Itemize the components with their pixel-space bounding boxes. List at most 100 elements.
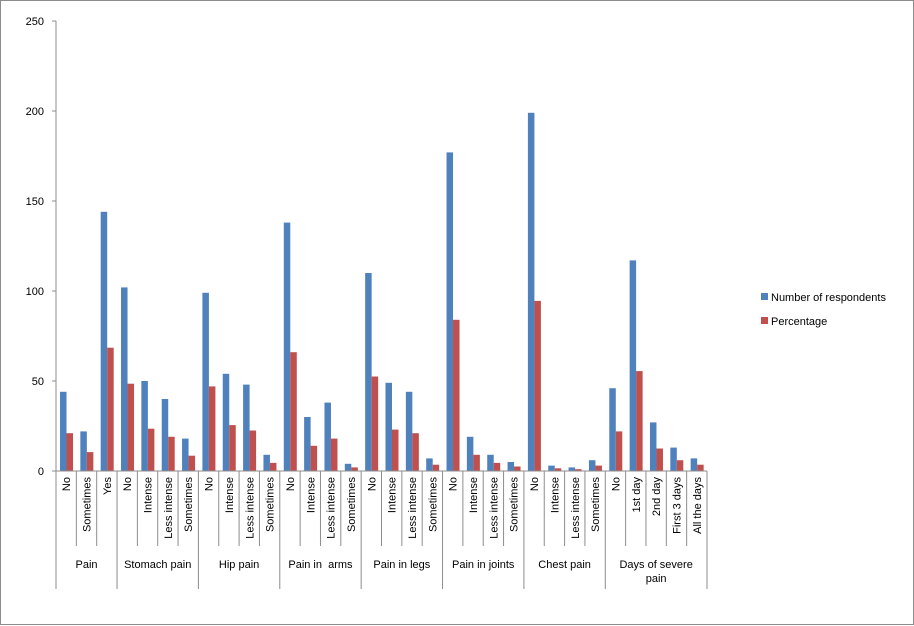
bar-percentage: [453, 319, 460, 471]
bar-respondents: [568, 467, 576, 471]
x-tick-label: No: [122, 477, 134, 491]
bars: [60, 112, 704, 472]
y-tick-label: 200: [26, 106, 44, 118]
bar-respondents: [446, 152, 454, 471]
x-tick-label: Sometimes: [183, 477, 195, 533]
x-tick-label: Intense: [387, 477, 399, 513]
x-tick-label: No: [285, 477, 297, 491]
bar-respondents: [161, 399, 169, 471]
x-tick-label: Sometimes: [346, 477, 358, 533]
bar-respondents: [344, 463, 352, 471]
x-tick-label: Less intense: [488, 477, 500, 539]
group-label: Pain in arms: [288, 559, 353, 571]
legend-label: Number of respondents: [771, 292, 886, 304]
bar-respondents: [60, 391, 67, 471]
x-tick-label: Sometimes: [509, 477, 521, 533]
bar-respondents: [222, 373, 230, 471]
x-tick-label: Less intense: [570, 477, 582, 539]
x-tick-label: No: [529, 477, 541, 491]
bar-respondents: [466, 436, 474, 471]
bar-percentage: [107, 347, 114, 471]
x-tick-label: No: [204, 477, 216, 491]
bar-respondents: [507, 462, 515, 471]
bar-percentage: [168, 436, 175, 471]
bar-respondents: [609, 388, 616, 471]
x-tick-label: No: [448, 477, 460, 491]
y-tick-label: 150: [26, 196, 44, 208]
bar-respondents: [182, 438, 189, 471]
bar-percentage: [371, 376, 379, 471]
bar-respondents: [385, 382, 392, 471]
y-axis: 0 50 100 150 200 250: [26, 16, 57, 478]
x-tick-label: Intense: [143, 477, 155, 513]
bar-percentage: [351, 467, 358, 471]
bar-percentage: [412, 433, 419, 471]
bar-respondents: [283, 222, 291, 471]
x-tick-label: Less intense: [407, 477, 419, 539]
bar-percentage: [86, 452, 94, 471]
x-tick-label: 1st day: [631, 477, 643, 513]
bar-respondents: [100, 211, 108, 472]
bar-respondents: [629, 260, 637, 471]
x-tick-label: Intense: [305, 477, 317, 513]
bar-percentage: [127, 383, 135, 471]
bar-percentage: [269, 462, 277, 471]
bar-respondents: [548, 465, 555, 471]
y-tick-label: 0: [38, 466, 44, 478]
x-tick-label: Yes: [102, 477, 114, 495]
bar-percentage: [473, 454, 480, 471]
x-tick-label: Less intense: [244, 477, 256, 539]
legend-label: Percentage: [771, 316, 827, 328]
bar-percentage: [575, 469, 582, 471]
y-tick-label: 100: [26, 286, 44, 298]
x-tick-label: Sometimes: [265, 477, 277, 533]
x-tick-label: Intense: [549, 477, 561, 513]
bar-percentage: [432, 464, 440, 471]
bar-percentage: [595, 465, 602, 471]
bar-respondents: [365, 273, 372, 471]
bar-respondents: [405, 391, 413, 471]
x-tick-label: Intense: [468, 477, 480, 513]
x-tick-label: 2nd day: [651, 477, 663, 517]
bar-respondents: [588, 460, 596, 471]
x-tick-label: Sometimes: [82, 477, 94, 533]
x-tick-label: First 3 days: [671, 477, 683, 534]
bar-percentage: [147, 428, 155, 471]
bar-percentage: [615, 431, 623, 471]
legend-swatch: [761, 317, 768, 324]
bar-respondents: [324, 402, 331, 471]
group-label: Hip pain: [219, 559, 259, 571]
group-label: Pain in legs: [373, 559, 430, 571]
bar-respondents: [243, 384, 250, 471]
bar-percentage: [392, 429, 399, 471]
x-tick-label: No: [366, 477, 378, 491]
x-tick-label: Less intense: [326, 477, 338, 539]
group-label: Stomach pain: [124, 559, 191, 571]
x-tick-label: Intense: [224, 477, 236, 513]
legend: Number of respondents Percentage: [761, 292, 886, 328]
bar-respondents: [426, 458, 433, 471]
bar-percentage: [290, 352, 297, 471]
group-label: Chest pain: [538, 559, 591, 571]
x-axis: No Sometimes Yes Pain No Intense Less intense S…: [55, 470, 708, 589]
bar-percentage: [636, 371, 643, 471]
y-tick-label: 50: [32, 376, 44, 388]
bar-percentage: [534, 300, 541, 471]
x-tick-label: Sometimes: [590, 477, 602, 533]
bar-respondents: [141, 381, 148, 471]
group-label: Pain: [76, 559, 98, 571]
bar-percentage: [697, 464, 704, 471]
y-tick-label: 250: [26, 16, 44, 28]
bar-percentage: [229, 425, 236, 471]
bar-respondents: [304, 417, 311, 471]
bar-respondents: [649, 422, 657, 471]
bar-respondents: [263, 454, 270, 471]
x-tick-label: Less intense: [163, 477, 175, 539]
bar-respondents: [690, 458, 698, 471]
bar-percentage: [676, 460, 684, 471]
bar-percentage: [514, 466, 521, 471]
group-label: Days of severe: [619, 559, 692, 571]
x-tick-label: Sometimes: [427, 477, 439, 533]
